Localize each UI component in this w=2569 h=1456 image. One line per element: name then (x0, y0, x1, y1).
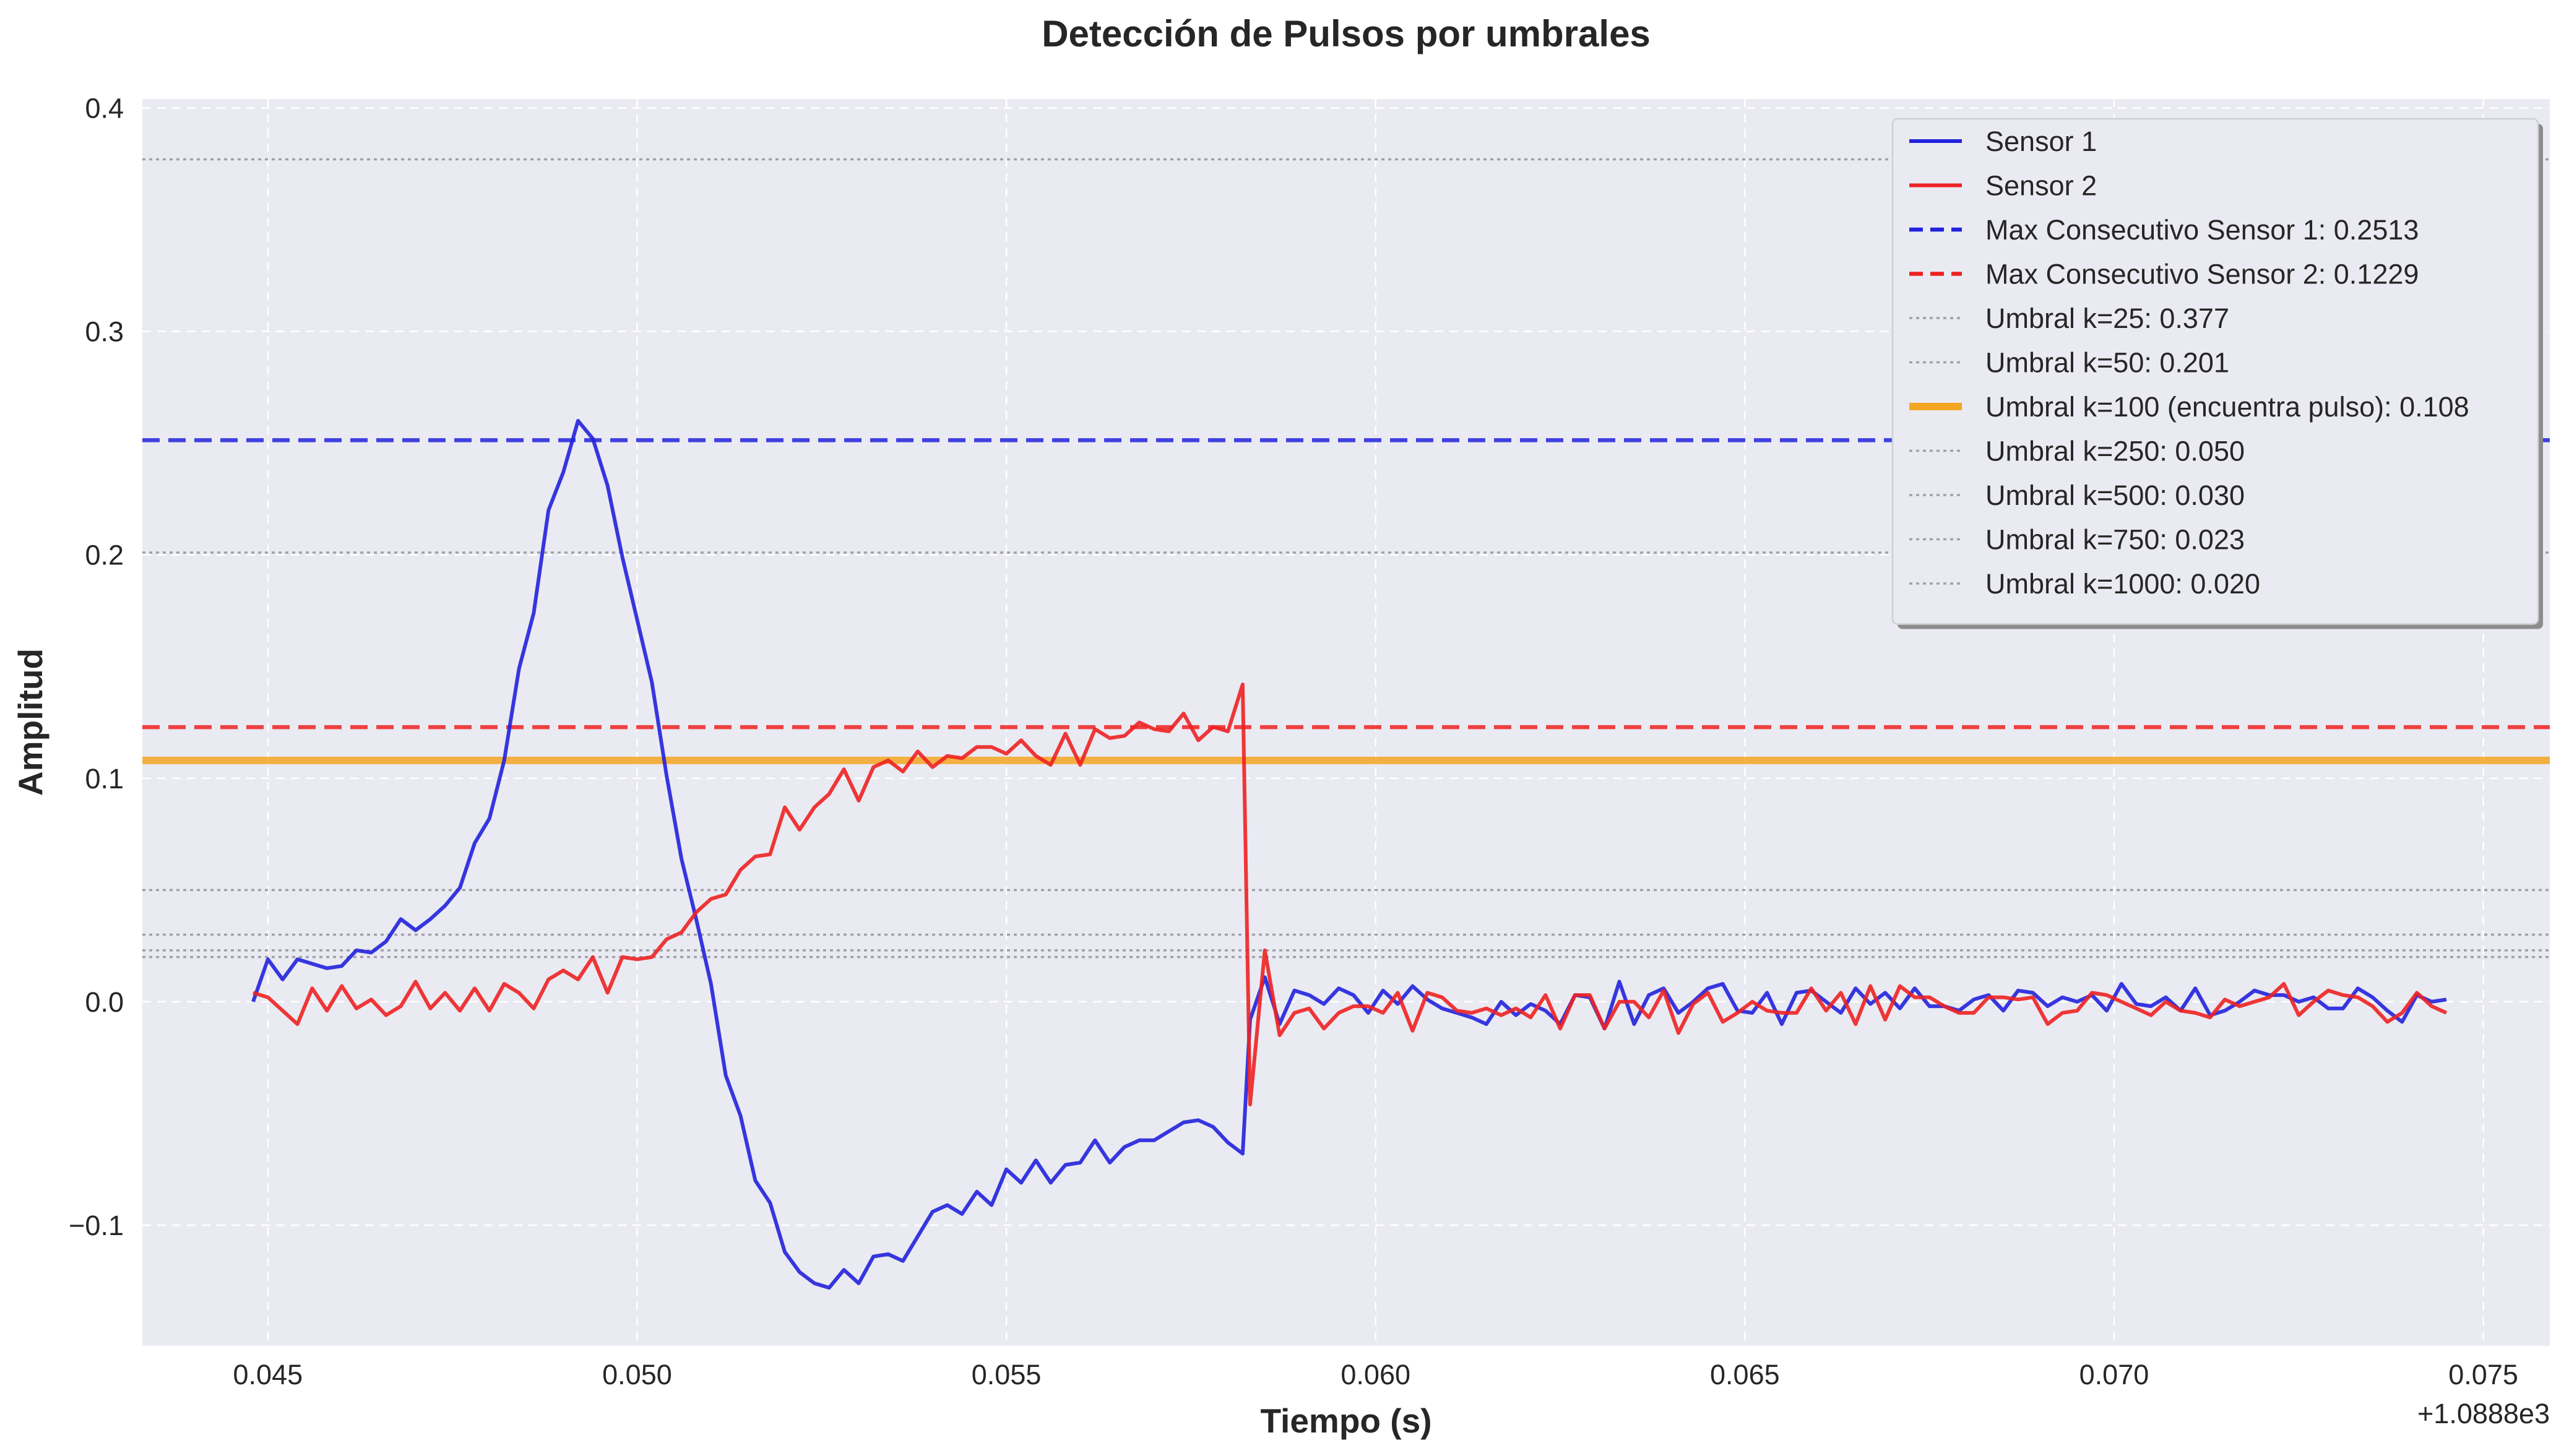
x-tick-label: 0.075 (2448, 1359, 2518, 1390)
legend: Sensor 1 Sensor 2 Max Consecutivo Sensor 1… (1891, 118, 2543, 629)
x-axis-label: Tiempo (s) (1260, 1402, 1431, 1440)
y-tick-label: 0.2 (85, 540, 124, 571)
x-tick-label: 0.045 (233, 1359, 303, 1390)
y-tick-label: 0.0 (85, 986, 124, 1018)
series-line-1 (251, 419, 2447, 1290)
x-tick-label: 0.060 (1341, 1359, 1410, 1390)
legend-label: Sensor 2 (1985, 170, 2097, 202)
legend-label: Umbral k=50: 0.201 (1985, 347, 2229, 379)
series-line-2 (253, 683, 2448, 1106)
legend-label: Umbral k=1000: 0.020 (1985, 568, 2260, 600)
y-axis-ticks: −0.1 0.0 0.1 0.2 0.3 0.4 (69, 92, 124, 1241)
x-tick-label: 0.050 (602, 1359, 672, 1390)
legend-label: Umbral k=100 (encuentra pulso): 0.108 (1985, 391, 2469, 423)
y-tick-label: 0.4 (85, 92, 124, 124)
legend-label: Max Consecutivo Sensor 2: 0.1229 (1985, 259, 2419, 290)
x-tick-label: 0.055 (972, 1359, 1042, 1390)
legend-label: Umbral k=500: 0.030 (1985, 480, 2245, 511)
series-lines (251, 419, 2448, 1290)
legend-label: Umbral k=250: 0.050 (1985, 436, 2245, 467)
x-tick-label: 0.070 (2079, 1359, 2149, 1390)
x-axis-offset-label: +1.0888e3 (2417, 1398, 2550, 1429)
y-axis-label: Amplitud (11, 648, 50, 796)
y-tick-label: −0.1 (69, 1210, 124, 1241)
legend-box (1891, 118, 2539, 625)
chart-title: Detección de Pulsos por umbrales (1042, 13, 1651, 54)
y-tick-label: 0.3 (85, 316, 124, 348)
legend-label: Umbral k=750: 0.023 (1985, 524, 2245, 556)
legend-label: Max Consecutivo Sensor 1: 0.2513 (1985, 214, 2419, 246)
x-axis-ticks: 0.045 0.050 0.055 0.060 0.065 0.070 0.075 (233, 1359, 2518, 1390)
y-tick-label: 0.1 (85, 763, 124, 795)
legend-label: Umbral k=25: 0.377 (1985, 303, 2229, 334)
legend-label: Sensor 1 (1985, 126, 2097, 157)
x-tick-label: 0.065 (1710, 1359, 1780, 1390)
